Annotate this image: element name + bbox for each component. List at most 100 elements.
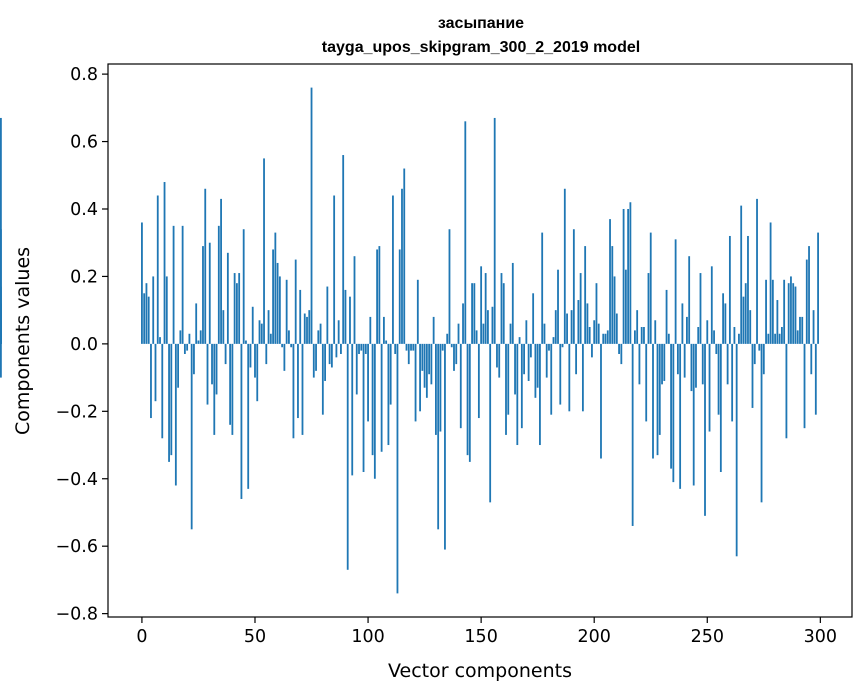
y-tick-label: −0.8 [56, 605, 99, 625]
bar [468, 343, 471, 462]
bar [771, 279, 774, 344]
bar [785, 343, 788, 439]
bar [561, 343, 564, 348]
bar [349, 296, 351, 344]
bar [224, 343, 227, 365]
bar [792, 283, 795, 344]
y-tick-label: 0.2 [70, 267, 98, 287]
bar [717, 343, 720, 415]
bar [579, 273, 582, 344]
bar [466, 343, 469, 456]
bar [335, 343, 338, 358]
bar [790, 276, 792, 344]
bar [353, 256, 356, 344]
y-tick-label: 0.4 [70, 200, 98, 220]
bar [238, 273, 241, 344]
bar [744, 283, 747, 344]
bar [276, 262, 279, 344]
bar [168, 343, 170, 462]
x-tick-label: 200 [577, 627, 610, 647]
bar [801, 316, 804, 344]
bar [321, 343, 324, 415]
bar [326, 286, 329, 344]
bar [376, 249, 379, 344]
bar [676, 343, 679, 375]
bar [615, 313, 618, 344]
bar [407, 343, 410, 365]
bar [566, 313, 568, 344]
y-tick-label: −0.2 [56, 402, 99, 422]
bar [661, 343, 663, 385]
bar [428, 343, 431, 375]
plot-frame [107, 63, 853, 618]
bar [301, 343, 304, 435]
bar [532, 293, 535, 344]
bar [509, 323, 512, 344]
bar [405, 343, 408, 351]
bar [272, 249, 274, 344]
bar [794, 286, 797, 344]
bar [344, 289, 347, 344]
bar [545, 343, 548, 378]
bar [416, 279, 419, 344]
bar [658, 343, 661, 435]
bar [620, 343, 623, 365]
bar [631, 343, 634, 526]
bar [482, 323, 485, 344]
bar [143, 293, 146, 344]
bar [667, 333, 670, 344]
bar [367, 343, 369, 422]
bar [435, 343, 437, 435]
bar [708, 343, 711, 432]
bar [796, 330, 799, 344]
bar [536, 343, 539, 388]
bar [604, 333, 607, 344]
bar [425, 343, 428, 398]
bar [554, 310, 557, 344]
bar [563, 188, 566, 344]
bar [382, 316, 385, 344]
bar [747, 235, 749, 344]
bar [489, 343, 492, 503]
bar [222, 310, 225, 344]
bar [229, 343, 232, 425]
bar [514, 343, 516, 395]
bar [557, 269, 559, 344]
bar [674, 239, 677, 344]
bar [371, 343, 374, 456]
bar [385, 340, 388, 344]
bar [245, 340, 247, 344]
bar [281, 343, 284, 348]
bar [457, 323, 460, 344]
bar [306, 316, 308, 344]
bar [803, 343, 806, 429]
bar [586, 303, 589, 344]
bar [256, 343, 259, 402]
bar [627, 208, 630, 344]
bar [444, 343, 446, 550]
bar [206, 343, 209, 405]
bar [681, 303, 684, 344]
bars-group [0, 87, 819, 594]
bar [414, 343, 417, 422]
bar [208, 242, 211, 344]
bar [652, 343, 654, 459]
bar [0, 229, 2, 344]
bar [310, 87, 313, 344]
x-tick-label: 0 [136, 627, 147, 647]
bar [240, 343, 243, 499]
bar [636, 310, 639, 344]
bar [181, 225, 184, 344]
bar [756, 198, 758, 344]
bar [163, 182, 166, 344]
bar [161, 343, 164, 439]
bar [767, 333, 770, 344]
bar [183, 343, 186, 354]
bar [799, 316, 801, 344]
bar [613, 276, 616, 344]
bar [762, 343, 765, 375]
bar [765, 279, 767, 344]
bar [455, 343, 458, 365]
bar [541, 232, 544, 344]
bar [591, 343, 593, 358]
